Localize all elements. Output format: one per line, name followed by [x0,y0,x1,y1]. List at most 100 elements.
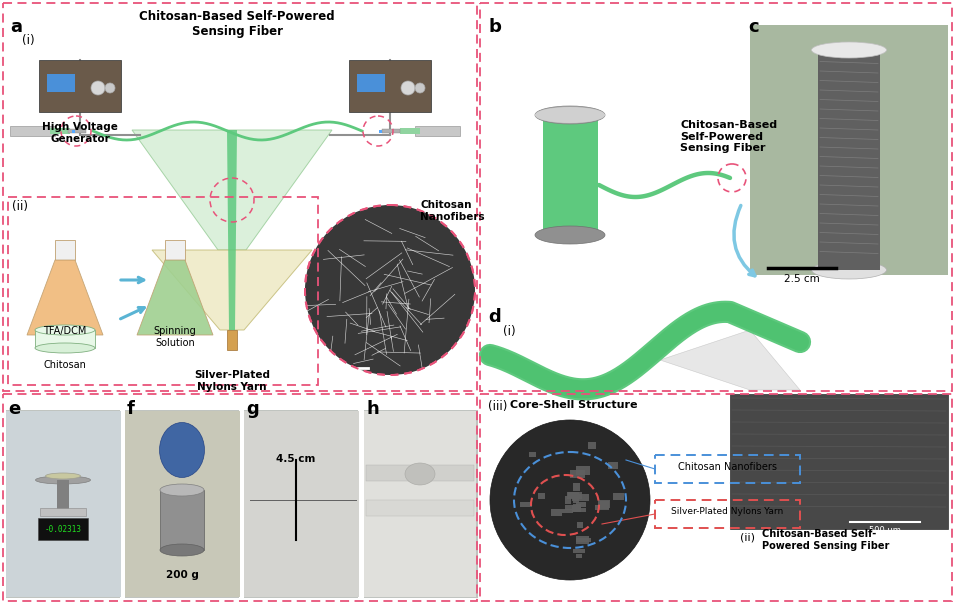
Text: High Voltage
Generator: High Voltage Generator [42,122,117,144]
Bar [10,126,55,136]
Bar [40,508,86,516]
Bar [577,522,583,528]
Text: 2.5 cm: 2.5 cm [784,274,820,284]
Text: b: b [488,18,500,36]
Text: TFA/DCM: TFA/DCM [43,326,87,336]
Bar [572,497,579,501]
Bar [349,60,431,112]
Bar [227,330,237,350]
Bar [551,509,562,516]
Circle shape [105,83,115,93]
Bar [601,501,609,509]
Bar [57,480,69,510]
Bar [379,129,382,132]
Bar [50,128,70,134]
Text: Chitosan Nanofibers: Chitosan Nanofibers [677,462,776,472]
Ellipse shape [535,226,605,244]
Bar [572,505,582,512]
Bar [415,126,460,136]
Bar [366,465,474,481]
Text: 200 g: 200 g [165,570,199,580]
Bar [8,197,318,385]
Bar [3,394,477,601]
Text: (ii): (ii) [12,200,28,213]
Bar [573,550,585,553]
Bar [573,483,580,491]
Bar [573,504,581,512]
Circle shape [305,205,475,375]
Text: (ii): (ii) [740,532,755,542]
Bar [480,3,952,391]
Circle shape [401,81,415,95]
Circle shape [91,81,105,95]
Bar [520,503,532,507]
Text: 10 µm: 10 µm [341,372,368,381]
Bar [578,508,585,512]
Bar [165,240,185,260]
Ellipse shape [535,106,605,124]
Bar [576,538,591,542]
Bar [567,492,579,498]
Text: d: d [488,308,500,326]
Bar [480,394,952,601]
Ellipse shape [812,42,886,58]
Bar [47,74,75,92]
Bar [565,496,571,504]
Bar [55,240,75,260]
Ellipse shape [160,484,204,496]
Bar [72,129,75,132]
Bar [595,506,609,510]
Text: h: h [366,400,379,418]
Circle shape [490,420,650,580]
Text: Silver-Plated
Nylons Yarn: Silver-Plated Nylons Yarn [194,370,270,391]
Bar [567,492,583,499]
Bar [35,330,95,348]
Polygon shape [137,260,213,335]
Bar [125,411,240,597]
Text: Spinning
Solution: Spinning Solution [154,326,197,347]
Bar [608,461,618,469]
Circle shape [415,83,425,93]
Text: g: g [246,400,259,418]
Text: Chitosan-Based Self-
Powered Sensing Fiber: Chitosan-Based Self- Powered Sensing Fib… [762,529,889,551]
Bar [357,74,385,92]
Ellipse shape [535,107,605,123]
Bar [38,518,88,540]
Bar [244,411,359,597]
Text: a: a [10,18,22,36]
Ellipse shape [46,473,80,479]
Ellipse shape [405,463,435,485]
Bar [655,455,800,483]
Polygon shape [660,330,800,390]
Polygon shape [27,260,103,335]
Bar [576,501,585,507]
Text: 4.5 cm: 4.5 cm [276,454,316,464]
Text: (i): (i) [22,34,34,47]
Ellipse shape [35,476,91,484]
Bar [480,394,952,601]
Bar [364,410,478,598]
Text: Core-Shell Structure: Core-Shell Structure [510,400,638,410]
Polygon shape [132,130,332,250]
Bar [382,129,400,133]
Bar [400,128,420,134]
Text: Silver-Plated Nylons Yarn: Silver-Plated Nylons Yarn [670,507,783,516]
Bar [588,442,597,449]
Bar [3,3,477,391]
Bar [573,498,579,503]
Text: -0.02313: -0.02313 [45,524,81,533]
Bar [39,60,121,112]
Bar [529,452,537,457]
Text: 500 µm: 500 µm [869,526,901,535]
Bar [576,554,582,558]
Bar [655,500,800,528]
Bar [364,411,476,597]
Text: Chitosan-Based
Self-Powered
Sensing Fiber: Chitosan-Based Self-Powered Sensing Fibe… [680,120,777,153]
Bar [6,410,120,598]
Bar [366,500,474,516]
Text: 200 µm: 200 µm [516,596,548,604]
Ellipse shape [35,343,95,353]
Polygon shape [152,250,312,330]
Bar [244,410,358,598]
Text: f: f [127,400,135,418]
